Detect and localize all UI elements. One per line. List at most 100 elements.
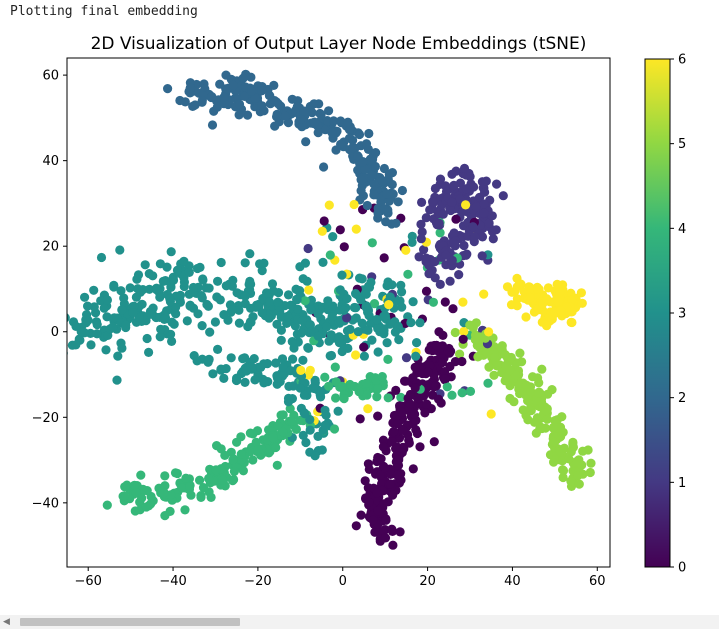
- data-point: [317, 226, 327, 236]
- horizontal-scrollbar[interactable]: ◀: [0, 615, 719, 629]
- data-point: [267, 279, 278, 289]
- data-point: [276, 325, 286, 335]
- data-point: [71, 321, 81, 331]
- data-point: [142, 486, 152, 496]
- data-point: [477, 232, 488, 242]
- data-point: [481, 176, 491, 186]
- data-point: [113, 351, 123, 361]
- data-point: [193, 309, 203, 319]
- data-point: [576, 288, 587, 298]
- data-point: [384, 169, 394, 179]
- data-point: [425, 205, 435, 215]
- y-tick-label: 60: [42, 69, 59, 84]
- data-point: [492, 361, 502, 371]
- data-point: [198, 275, 208, 285]
- data-point: [213, 344, 223, 354]
- data-point: [301, 437, 311, 448]
- scroll-left-icon[interactable]: ◀: [3, 617, 10, 627]
- data-point: [512, 294, 523, 304]
- data-point: [373, 208, 383, 218]
- data-point: [192, 356, 202, 366]
- data-point: [363, 404, 373, 414]
- data-point: [273, 99, 283, 109]
- data-point: [159, 488, 169, 498]
- data-point: [303, 243, 313, 254]
- data-point: [219, 92, 229, 102]
- data-point: [298, 430, 308, 440]
- data-point: [459, 240, 469, 251]
- colorbar-tick-label: 1: [678, 476, 686, 491]
- data-point: [490, 352, 500, 362]
- data-point: [362, 390, 372, 400]
- data-point: [92, 329, 102, 339]
- data-point: [380, 533, 391, 543]
- data-point: [205, 327, 215, 337]
- data-point: [116, 286, 126, 296]
- data-point: [566, 288, 576, 298]
- data-point: [471, 318, 481, 328]
- data-point: [240, 291, 250, 301]
- data-point: [240, 258, 250, 268]
- data-point: [397, 407, 407, 417]
- data-point: [394, 455, 404, 465]
- colorbar-tick-label: 0: [678, 561, 686, 576]
- data-point: [327, 128, 337, 138]
- data-point: [396, 280, 406, 290]
- data-point: [356, 175, 366, 185]
- data-point: [342, 313, 352, 323]
- data-point: [298, 274, 308, 284]
- data-point: [310, 451, 320, 461]
- data-point: [329, 116, 339, 126]
- data-point: [360, 476, 370, 486]
- data-point: [516, 279, 526, 289]
- data-point: [253, 445, 263, 455]
- data-point: [369, 299, 380, 309]
- data-point: [430, 183, 440, 194]
- data-point: [450, 327, 460, 338]
- data-point: [215, 79, 225, 89]
- data-point: [330, 362, 340, 372]
- data-point: [144, 284, 154, 294]
- data-point: [184, 289, 194, 299]
- x-tick-label: 0: [339, 574, 347, 589]
- data-point: [168, 275, 179, 285]
- scatter-plot: 2D Visualization of Output Layer Node Em…: [32, 34, 687, 589]
- data-point: [351, 350, 361, 360]
- data-point: [234, 99, 245, 109]
- data-point: [469, 182, 479, 192]
- data-point: [383, 354, 393, 364]
- data-point: [484, 218, 494, 228]
- data-point: [361, 289, 371, 299]
- colorbar-tick-label: 2: [678, 391, 686, 406]
- data-point: [297, 316, 308, 326]
- data-point: [197, 321, 207, 331]
- data-point: [204, 473, 214, 484]
- data-point: [364, 128, 374, 139]
- scrollbar-thumb[interactable]: [20, 618, 240, 626]
- data-point: [313, 431, 323, 441]
- data-point: [102, 312, 112, 322]
- data-point: [293, 304, 303, 314]
- data-point: [489, 370, 499, 380]
- data-point: [416, 219, 426, 229]
- data-point: [170, 468, 181, 478]
- data-point: [228, 80, 238, 90]
- data-point: [379, 324, 389, 334]
- data-point: [514, 378, 524, 388]
- data-point: [359, 342, 369, 352]
- data-point: [243, 321, 253, 332]
- data-point: [185, 482, 195, 492]
- data-point: [411, 351, 421, 361]
- data-point: [282, 318, 292, 328]
- data-point: [129, 480, 140, 490]
- data-point: [436, 398, 446, 408]
- data-point: [228, 476, 238, 486]
- data-point: [227, 305, 237, 315]
- data-point: [555, 287, 565, 297]
- data-point: [376, 454, 386, 464]
- cell-output-text: Plotting final embedding: [10, 4, 198, 19]
- data-point: [226, 353, 236, 363]
- data-point: [410, 362, 420, 372]
- data-point: [461, 250, 471, 260]
- data-point: [179, 277, 189, 287]
